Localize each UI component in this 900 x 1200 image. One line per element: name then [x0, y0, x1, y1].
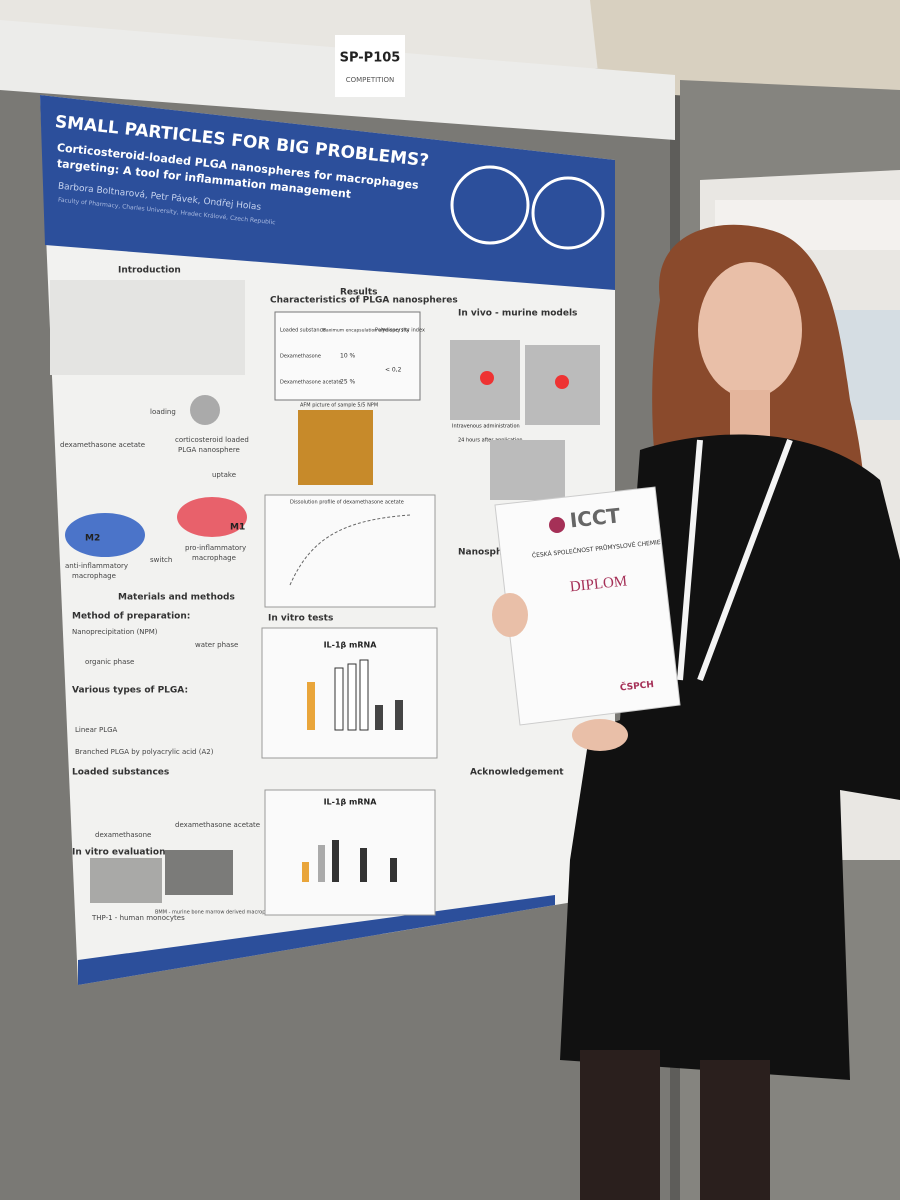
leg [700, 1060, 770, 1200]
label: anti-inflammatory [65, 562, 128, 570]
label: corticosteroid loaded [175, 436, 249, 444]
chart-title: IL-1β mRNA [324, 798, 378, 807]
subheading: Acknowledgement [470, 768, 564, 778]
label: dexamethasone acetate [60, 441, 145, 449]
table-cell: Dexamethasone acetate [280, 380, 341, 386]
mouse-image [490, 440, 565, 500]
table-cell: Dexamethasone [280, 354, 321, 360]
macrophage-m1 [177, 497, 247, 537]
table-cell: < 0,2 [385, 367, 402, 374]
item: organic phase [85, 658, 134, 666]
table-header: Loaded substance [280, 328, 325, 334]
bar [347, 663, 357, 731]
bar [395, 700, 403, 730]
label: switch [150, 556, 172, 564]
label: M2 [85, 534, 100, 544]
fluorescence [555, 375, 569, 389]
face [698, 262, 802, 398]
dissolution-chart [264, 494, 436, 608]
bar [359, 659, 369, 731]
hand [492, 593, 528, 637]
section-heading: Materials and methods [118, 593, 235, 603]
table [274, 311, 421, 401]
item: Method of preparation: [72, 612, 190, 622]
label: PLGA nanosphere [178, 446, 240, 454]
bar [307, 682, 315, 730]
item: BMM - murine bone marrow derived macroph… [155, 910, 281, 916]
table-header: Polydispersity index [375, 328, 425, 334]
label: pro-inflammatory [185, 544, 246, 552]
curve [289, 514, 411, 586]
label: uptake [212, 471, 236, 479]
afm-image [298, 410, 373, 485]
item: Various types of PLGA: [72, 686, 188, 696]
lanyard [677, 438, 793, 682]
diploma-logo: ICCT [569, 503, 622, 532]
bar [360, 848, 367, 882]
diploma-footer-logo: ČSPCH [619, 678, 654, 693]
bar [332, 840, 339, 882]
intro-text [50, 280, 245, 375]
diploma [494, 486, 681, 726]
sign-label: COMPETITION [346, 76, 395, 84]
item: water phase [195, 641, 238, 649]
label: macrophage [72, 572, 116, 580]
nanosphere [190, 395, 220, 425]
table-cell: 10 % [340, 353, 356, 360]
item: dexamethasone acetate [175, 821, 260, 829]
bar [318, 845, 325, 882]
section-heading: Results [340, 288, 378, 298]
cell-image [165, 850, 233, 895]
table-cell: 25 % [340, 379, 356, 386]
neck [730, 390, 770, 440]
label: M1 [230, 523, 245, 533]
label: macrophage [192, 554, 236, 562]
fluorescence [480, 371, 494, 385]
subheading: In vivo - murine models [458, 309, 577, 319]
poster-header [40, 95, 615, 290]
item: Branched PLGA by polyacrylic acid (A2) [75, 748, 214, 756]
bar [390, 858, 397, 882]
leg [580, 1050, 660, 1200]
poster-footer [78, 895, 555, 985]
hand [572, 719, 628, 751]
item: Linear PLGA [75, 726, 118, 734]
bar [375, 705, 383, 730]
macrophage-m2 [65, 513, 145, 557]
cell-image [90, 858, 162, 903]
sign [335, 35, 405, 97]
subheading: Nanospheres: [458, 548, 528, 558]
label: loading [150, 408, 176, 416]
bar [334, 667, 344, 731]
bar [302, 862, 309, 882]
table-header: Maximum encapsulation efficiency (%) [322, 328, 410, 334]
item: Loaded substances [72, 768, 169, 778]
chart-panel [264, 789, 436, 916]
caption: Dissolution profile of dexamethasone ace… [290, 500, 404, 506]
item: Nanoprecipitation (NPM) [72, 628, 158, 636]
diploma-logo-mark [549, 517, 565, 533]
section-heading: Introduction [118, 266, 181, 276]
logo [531, 176, 605, 250]
diploma-title: DIPLOM [569, 573, 628, 595]
logo [450, 165, 530, 245]
chart-title: IL-1β mRNA [324, 641, 378, 650]
item: In vitro evaluation [72, 848, 166, 858]
item: dexamethasone [95, 831, 151, 839]
item: THP-1 - human monocytes [91, 914, 185, 922]
subheading: Characteristics of PLGA nanospheres [270, 296, 458, 306]
sign-code: SP-P105 [340, 51, 401, 66]
label: Intravenous administration [452, 424, 520, 430]
caption: AFM picture of sample 5/5 NPM [300, 403, 378, 409]
subheading: In vitro tests [268, 614, 333, 624]
